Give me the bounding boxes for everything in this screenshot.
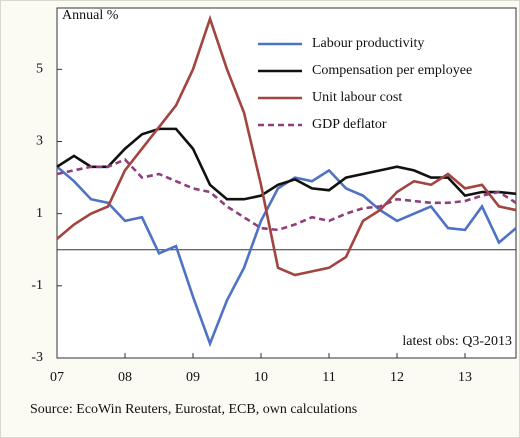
annotation: latest obs: Q3-2013	[402, 334, 512, 349]
x-tick-label: 07	[50, 370, 64, 385]
legend-label: Labour productivity	[312, 36, 424, 51]
series-line	[56, 127, 517, 201]
series-line	[56, 14, 517, 277]
x-tick-label: 13	[458, 370, 472, 385]
series-line	[56, 157, 517, 232]
x-tick-label: 10	[254, 370, 268, 385]
x-tick-label: 11	[322, 370, 335, 385]
legend-label: Unit labour cost	[312, 90, 402, 105]
y-tick-label: 1	[36, 206, 43, 221]
x-tick-label: 08	[118, 370, 132, 385]
y-axis-label: Annual %	[62, 8, 119, 23]
y-tick-label: -1	[31, 278, 43, 293]
x-tick-label: 12	[390, 370, 404, 385]
x-tick-label: 09	[186, 370, 200, 385]
legend-label: Compensation per employee	[312, 63, 472, 78]
legend-label: GDP deflator	[312, 117, 387, 132]
source: Source: EcoWin Reuters, Eurostat, ECB, o…	[30, 402, 357, 417]
y-tick-label: -3	[31, 350, 43, 365]
y-tick-label: 3	[36, 134, 43, 149]
y-tick-label: 5	[36, 62, 43, 77]
